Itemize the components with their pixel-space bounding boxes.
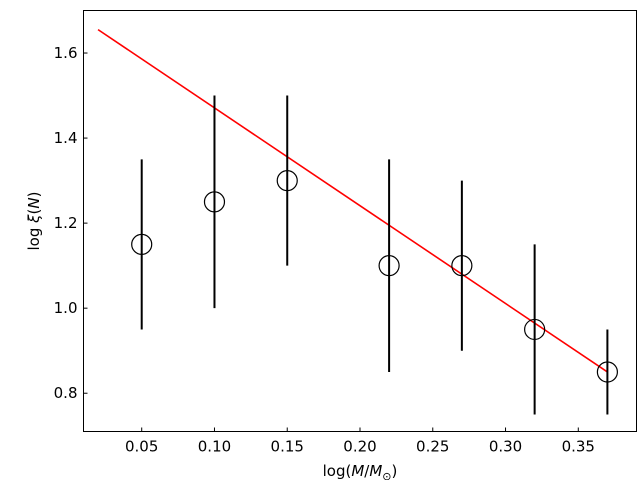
data-point — [276, 170, 298, 192]
y-tick-label: 1.2 — [54, 214, 78, 232]
x-tick-label: 0.15 — [271, 438, 304, 456]
y-ticks: 0.8 1.0 1.2 1.4 1.6 — [54, 44, 88, 402]
data-point — [378, 255, 400, 277]
x-ticks: 0.05 0.10 0.15 0.20 0.25 0.30 0.35 — [125, 427, 595, 456]
x-tick-label: 0.20 — [343, 438, 376, 456]
data-point — [524, 318, 546, 341]
plot-frame — [83, 10, 637, 432]
x-tick-label: 0.05 — [125, 438, 158, 456]
y-axis-label: log ξ(N) — [25, 192, 43, 251]
fit-line — [97, 28, 608, 373]
y-tick-label: 1.6 — [54, 44, 78, 62]
errorbar-layer — [140, 95, 609, 415]
data-point — [203, 191, 226, 213]
y-tick-label: 1.4 — [54, 129, 78, 147]
x-tick-label: 0.35 — [562, 438, 595, 456]
x-tick-label: 0.25 — [416, 438, 449, 456]
data-point — [131, 233, 153, 255]
data-point — [596, 361, 618, 383]
y-tick-label: 0.8 — [54, 384, 78, 402]
y-tick-label: 1.0 — [54, 299, 78, 317]
point-layer — [131, 170, 618, 383]
fit-layer — [97, 28, 608, 373]
x-tick-label: 0.30 — [489, 438, 522, 456]
x-axis-label: log(M/M⊙) — [323, 462, 398, 480]
data-point — [451, 255, 473, 277]
x-tick-label: 0.10 — [198, 438, 231, 456]
